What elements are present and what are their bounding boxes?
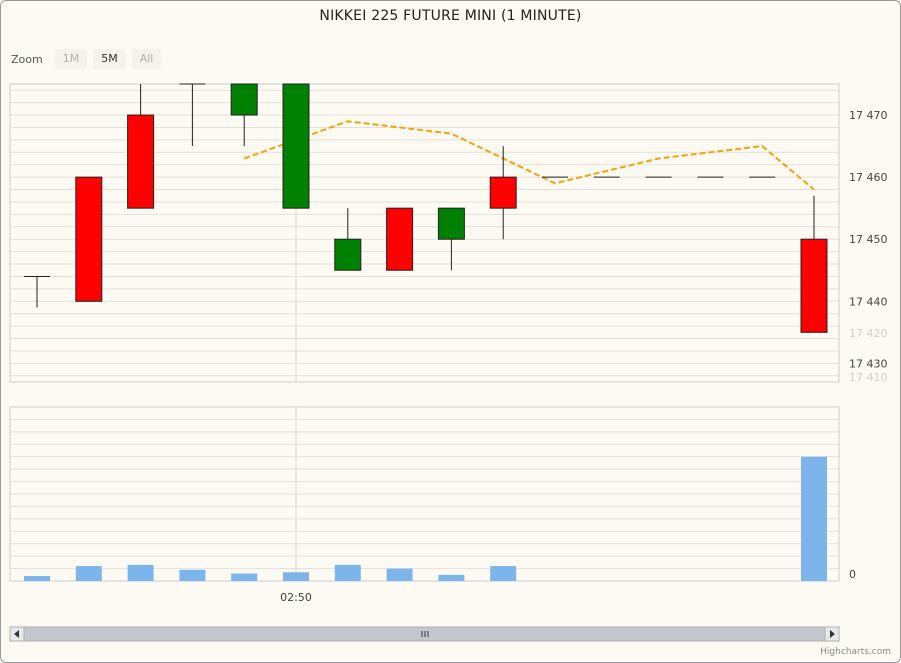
candle-body <box>800 238 828 333</box>
candle-6 <box>334 208 362 271</box>
scrollbar-grip-icon[interactable] <box>421 631 429 637</box>
price-pane-border <box>9 83 840 383</box>
scrollbar[interactable] <box>9 626 840 642</box>
highcharts-credit[interactable]: Highcharts.com <box>820 647 891 657</box>
price-tick-label-17470: 17 470 <box>849 109 888 122</box>
scrollbar-right-arrow-icon <box>830 630 835 638</box>
volume-bar-1 <box>75 566 102 581</box>
price-tick-label-17430: 17 430 <box>849 357 888 370</box>
candle-body <box>437 207 465 240</box>
candle-2 <box>127 84 155 209</box>
chart-title: NIKKEI 225 FUTURE MINI (1 MINUTE) <box>319 8 582 24</box>
axis-labels-layer: 02:50 0 17 420 17 410 17 430 17 440 17 450… <box>280 109 887 604</box>
moving-average-layer <box>243 120 815 191</box>
candle-1 <box>75 176 103 302</box>
volume-bar-7 <box>386 568 413 581</box>
candle-body <box>386 207 414 271</box>
volume-bar-0 <box>24 576 50 581</box>
candle-body <box>334 238 362 271</box>
candle-7 <box>386 207 414 271</box>
candle-4 <box>230 83 258 147</box>
price-tick-label-17450: 17 450 <box>849 233 888 246</box>
zoom-all-button[interactable]: All <box>131 49 162 69</box>
moving-average-line <box>243 120 815 191</box>
volume-bar-2 <box>127 564 154 581</box>
x-tick-label: 02:50 <box>280 591 312 604</box>
candle-5 <box>282 83 310 209</box>
zoom-5m-button[interactable]: 5M <box>93 49 126 69</box>
candle-body <box>282 83 310 209</box>
candle-body <box>230 83 258 116</box>
volume-bar-3 <box>179 569 206 581</box>
zoom-label: Zoom <box>11 52 43 66</box>
volume-bar-5 <box>283 572 309 581</box>
candle-body <box>75 176 103 302</box>
candle-3 <box>179 83 206 147</box>
candle-15 <box>800 195 828 333</box>
volume-bar-4 <box>231 573 258 581</box>
volume-pane-border <box>9 406 840 582</box>
price-tick-label-17440: 17 440 <box>849 295 888 308</box>
chart-panes <box>9 83 840 582</box>
navigator-label-17410: 17 410 <box>849 371 888 384</box>
candle-0 <box>24 275 50 308</box>
volume-bar-8 <box>438 574 465 581</box>
candle-body <box>489 176 517 209</box>
candles-layer <box>24 83 828 333</box>
scrollbar-left-arrow-icon <box>14 630 19 638</box>
candle-9 <box>489 146 517 240</box>
candle-body <box>127 114 155 209</box>
zoom-selector: Zoom 1M 5M All <box>11 49 167 69</box>
volume-bar-15 <box>801 456 827 581</box>
volume-tick-label-0: 0 <box>849 568 856 581</box>
navigator-label-17420: 17 420 <box>849 327 888 340</box>
price-tick-label-17460: 17 460 <box>849 171 888 184</box>
volume-grid <box>10 406 839 570</box>
volume-bar-6 <box>334 564 361 581</box>
candle-8 <box>437 207 465 271</box>
volume-bar-9 <box>490 566 517 581</box>
zoom-1m-button[interactable]: 1M <box>54 49 88 69</box>
volume-layer <box>24 456 827 581</box>
